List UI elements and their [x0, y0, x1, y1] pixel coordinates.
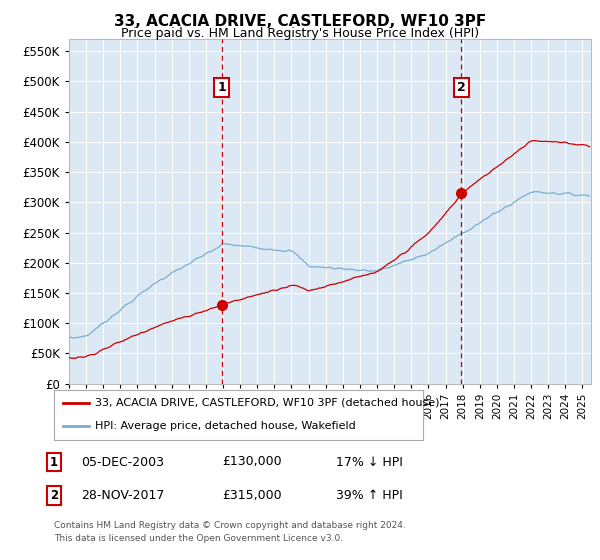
Text: HPI: Average price, detached house, Wakefield: HPI: Average price, detached house, Wake…: [95, 421, 355, 431]
Text: 1: 1: [217, 81, 226, 94]
Text: 2: 2: [457, 81, 466, 94]
Text: 05-DEC-2003: 05-DEC-2003: [81, 455, 164, 469]
Text: Price paid vs. HM Land Registry's House Price Index (HPI): Price paid vs. HM Land Registry's House …: [121, 27, 479, 40]
Text: Contains HM Land Registry data © Crown copyright and database right 2024.: Contains HM Land Registry data © Crown c…: [54, 521, 406, 530]
Text: £130,000: £130,000: [222, 455, 281, 469]
Text: This data is licensed under the Open Government Licence v3.0.: This data is licensed under the Open Gov…: [54, 534, 343, 543]
Text: 2: 2: [50, 489, 58, 502]
Text: £315,000: £315,000: [222, 489, 281, 502]
Text: 33, ACACIA DRIVE, CASTLEFORD, WF10 3PF: 33, ACACIA DRIVE, CASTLEFORD, WF10 3PF: [114, 14, 486, 29]
Text: 17% ↓ HPI: 17% ↓ HPI: [336, 455, 403, 469]
Text: 28-NOV-2017: 28-NOV-2017: [81, 489, 164, 502]
Text: 33, ACACIA DRIVE, CASTLEFORD, WF10 3PF (detached house): 33, ACACIA DRIVE, CASTLEFORD, WF10 3PF (…: [95, 398, 439, 408]
Text: 1: 1: [50, 455, 58, 469]
Text: 39% ↑ HPI: 39% ↑ HPI: [336, 489, 403, 502]
